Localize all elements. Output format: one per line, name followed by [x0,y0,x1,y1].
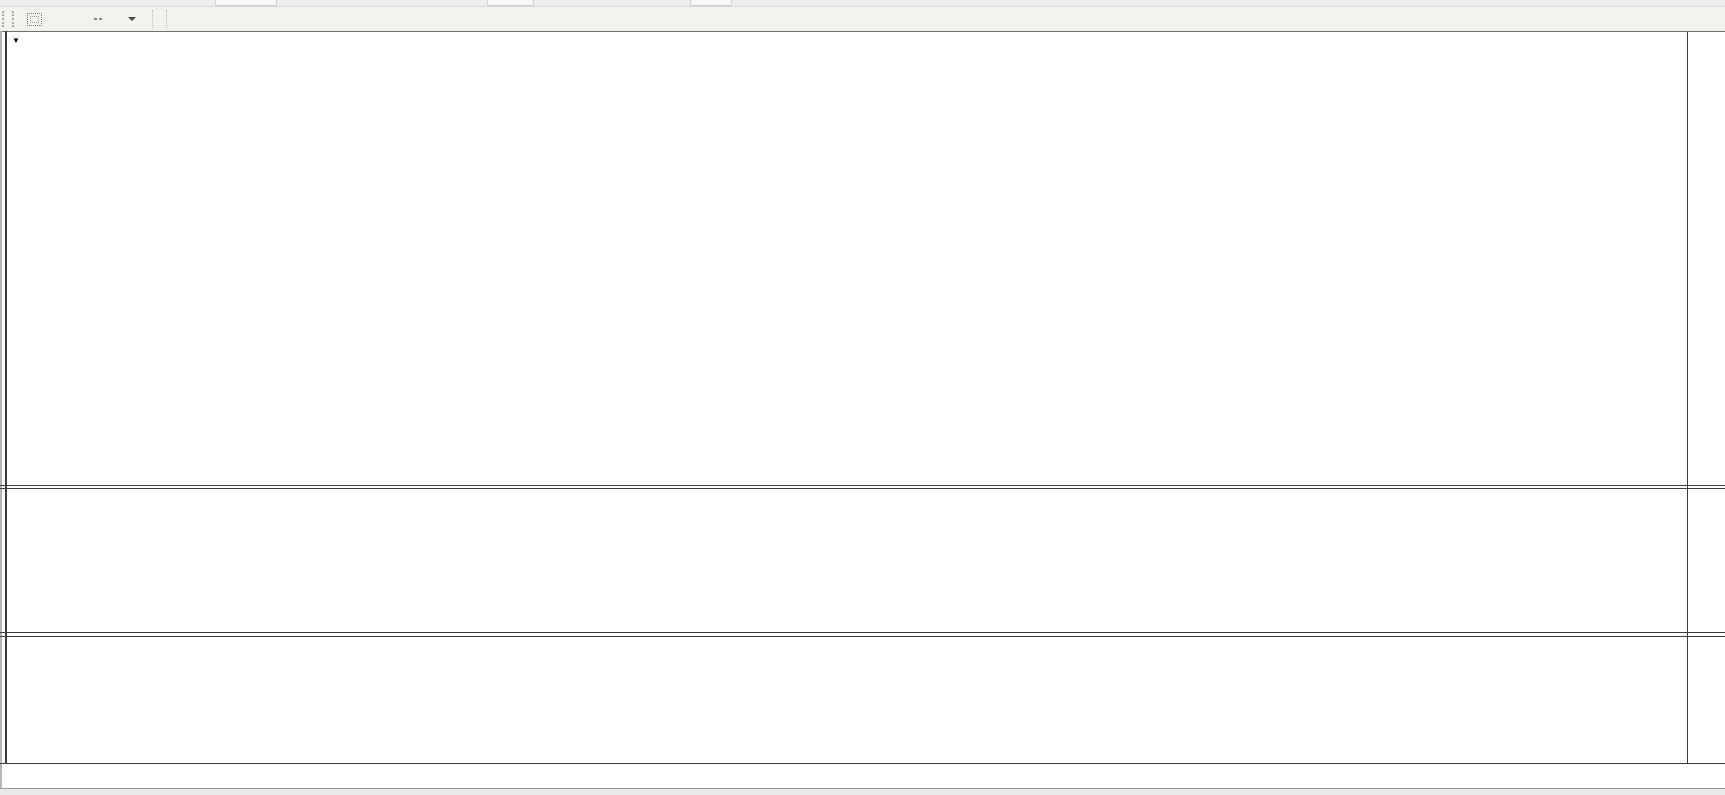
toolbar-separator [152,10,154,28]
top-toolbar-partial [0,0,1725,7]
toolbar [0,7,1725,31]
time-axis-border [0,763,1725,764]
panel-divider [0,636,1725,637]
toolbar-drag-handle[interactable] [2,11,14,27]
arrow-text-tool-button[interactable] [51,9,81,29]
text-label-tool-button[interactable] [83,9,113,29]
text-label-icon [94,18,102,20]
chart-symbol-title[interactable]: ▼ [12,35,27,47]
toolbar-separator [166,10,168,28]
rsi-indicator-chart[interactable] [6,637,1687,763]
panel-divider [0,488,1725,489]
panel-divider [0,632,1725,633]
window-left-edge [5,31,7,764]
panel-divider [0,485,1725,486]
grid-dots-icon [26,12,42,26]
window-left-edge [0,31,2,795]
main-price-chart[interactable] [6,32,1687,485]
macd-indicator-chart[interactable] [6,489,1687,632]
time-axis [0,769,1725,786]
crosshair-grid-button[interactable] [19,9,49,29]
status-bar-partial [0,788,1725,795]
price-axis-line [1687,32,1688,763]
chevron-down-icon [127,17,136,21]
styler-tool-button[interactable] [115,9,145,29]
chevron-down-icon: ▼ [12,36,20,45]
window-top-border [0,31,1725,32]
